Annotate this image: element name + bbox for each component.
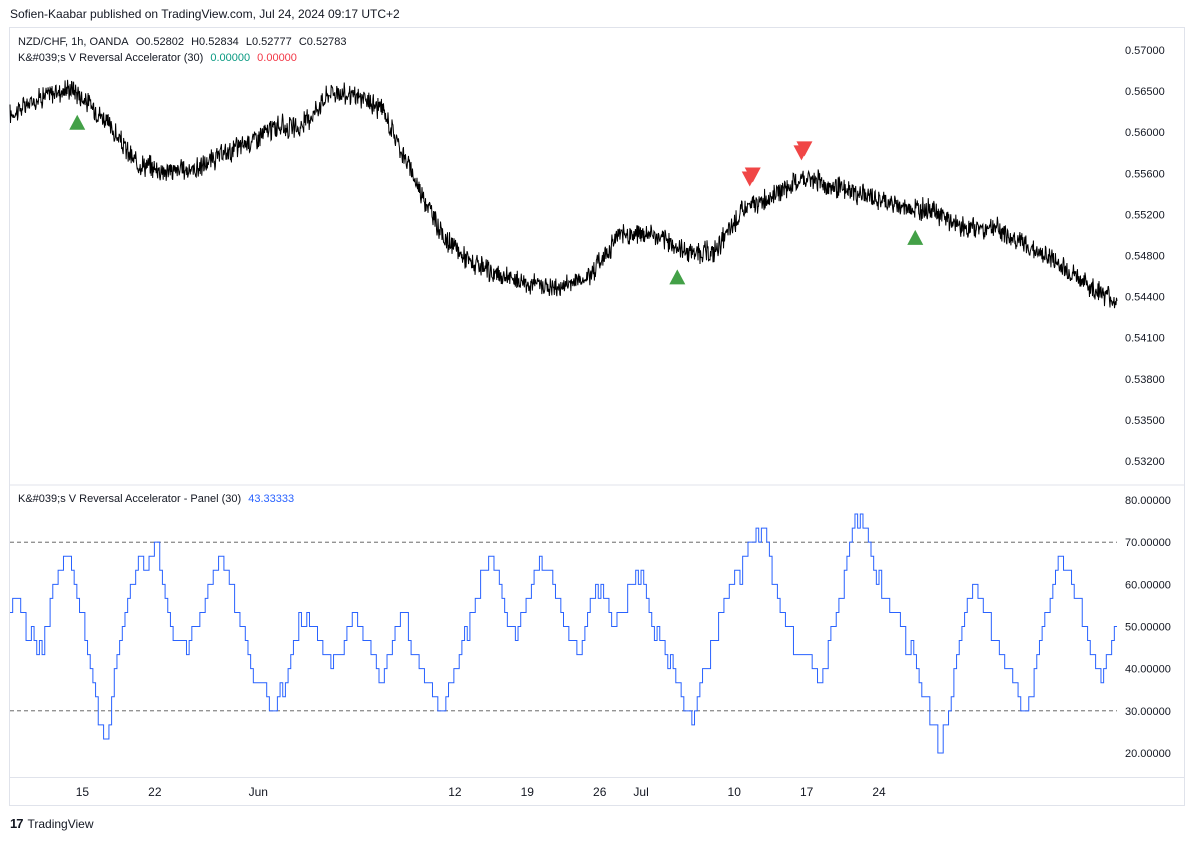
publisher-header: Sofien-Kaabar published on TradingView.c… [10,7,400,21]
low-value: L0.52777 [245,36,292,48]
panel-y-tick-label: 40.00000 [1125,664,1171,676]
panel-legend: K&#039;s V Reversal Accelerator - Panel … [18,493,298,505]
panel-y-tick-label: 60.00000 [1125,579,1171,591]
x-tick-label: 24 [872,785,886,799]
price-y-tick-label: 0.56000 [1125,127,1165,139]
chart-frame [9,27,1185,806]
price-y-tick-label: 0.54400 [1125,292,1165,304]
panel-y-tick-label: 50.00000 [1125,622,1171,634]
panel-y-tick-label: 80.00000 [1125,495,1171,507]
close-value: C0.52783 [298,36,347,48]
footer-brand[interactable]: TradingView [27,816,94,831]
price-y-tick-label: 0.53200 [1125,456,1165,468]
price-y-tick-label: 0.53800 [1125,374,1165,386]
panel-y-tick-label: 30.00000 [1125,706,1171,718]
panel-y-tick-label: 70.00000 [1125,537,1171,549]
x-tick-label: 19 [521,785,535,799]
price-y-tick-label: 0.56500 [1125,86,1165,98]
buy-signal-marker [69,114,86,130]
price-y-tick-label: 0.54100 [1125,333,1165,345]
symbol-line[interactable]: NZD/CHF, 1h, OANDA [18,36,129,48]
x-tick-label: 22 [148,785,162,799]
symbol-legend: NZD/CHF, 1h, OANDA O0.52802 H0.52834 L0.… [18,36,351,48]
indicator-value-1: 0.00000 [210,52,251,64]
price-line [9,79,1118,309]
buy-signal-marker [907,229,924,245]
open-value: O0.52802 [135,36,185,48]
price-y-tick-label: 0.57000 [1125,45,1165,57]
tradingview-logo-icon[interactable]: 17 [10,816,24,831]
x-tick-label: Jul [633,785,648,799]
price-y-tick-label: 0.55200 [1125,209,1165,221]
x-tick-label: 10 [728,785,742,799]
high-value: H0.52834 [191,36,239,48]
buy-signal-marker [669,269,686,285]
indicator-legend: K&#039;s V Reversal Accelerator (30) 0.0… [18,52,301,64]
footer: 17 TradingView [10,816,94,831]
panel-y-tick-label: 20.00000 [1125,748,1171,760]
x-tick-label: 12 [448,785,462,799]
price-y-tick-label: 0.53500 [1125,415,1165,427]
x-tick-label: Jun [249,785,268,799]
sell-signal-marker [744,167,761,183]
price-y-tick-label: 0.55600 [1125,168,1165,180]
x-tick-label: 17 [800,785,814,799]
price-y-tick-label: 0.54800 [1125,251,1165,263]
indicator-value-2: 0.00000 [257,52,297,64]
x-tick-label: 15 [76,785,90,799]
indicator-name[interactable]: K&#039;s V Reversal Accelerator (30) [18,52,204,64]
panel-value: 43.33333 [248,493,295,505]
x-tick-label: 26 [593,785,607,799]
sell-signal-marker [796,141,813,157]
panel-indicator-line [10,513,1117,754]
panel-name[interactable]: K&#039;s V Reversal Accelerator - Panel … [18,493,242,505]
